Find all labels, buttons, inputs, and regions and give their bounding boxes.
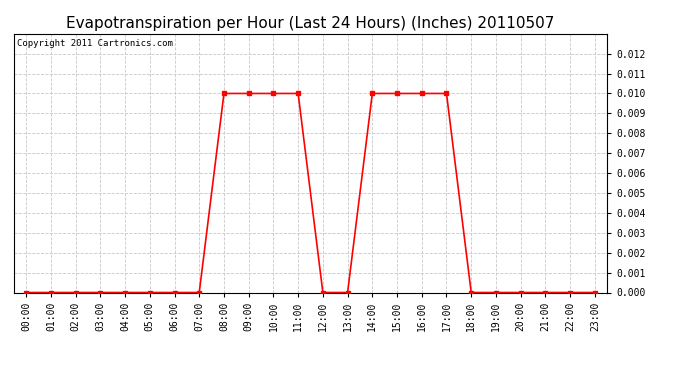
- Title: Evapotranspiration per Hour (Last 24 Hours) (Inches) 20110507: Evapotranspiration per Hour (Last 24 Hou…: [66, 16, 555, 31]
- Text: Copyright 2011 Cartronics.com: Copyright 2011 Cartronics.com: [17, 39, 172, 48]
